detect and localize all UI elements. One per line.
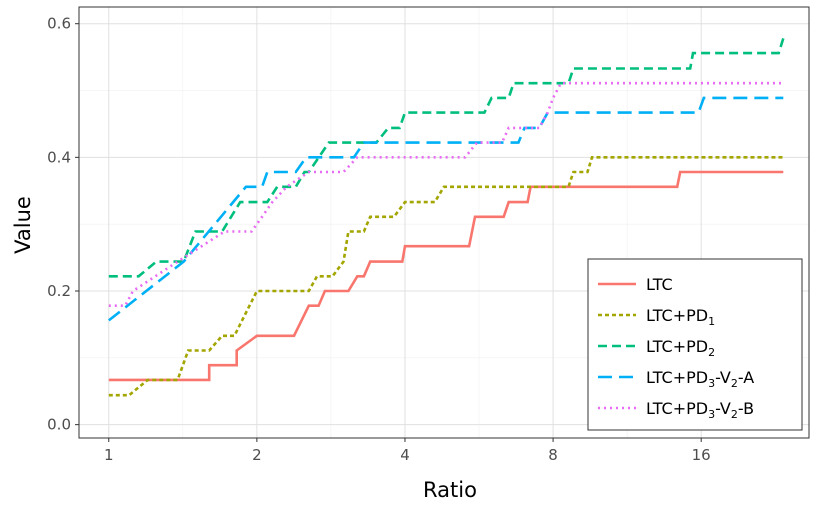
x-tick-label: 16 <box>692 446 711 464</box>
series-line-5 <box>108 81 784 307</box>
legend-label: LTC+PD3-V2-B <box>646 399 754 421</box>
series-line-2 <box>108 156 784 397</box>
y-tick-label: 0.6 <box>47 15 71 33</box>
y-axis-title: Value <box>11 196 35 254</box>
y-tick-label: 0.0 <box>47 416 71 434</box>
y-tick-label: 0.4 <box>47 148 71 166</box>
x-tick-label: 8 <box>548 446 558 464</box>
x-tick-label: 4 <box>400 446 410 464</box>
legend-box <box>587 258 803 431</box>
series-line-1 <box>108 170 784 382</box>
legend-label: LTC+PD3-V2-A <box>646 368 754 390</box>
x-tick-label: 1 <box>104 446 114 464</box>
x-axis: 1 2 4 8 16 <box>104 438 711 464</box>
plot-border <box>78 6 810 439</box>
legend-label: LTC+PD1 <box>646 306 715 328</box>
series-line-4 <box>107 96 784 322</box>
y-axis: 0.0 0.2 0.4 0.6 <box>47 15 79 434</box>
legend-label: LTC <box>646 275 673 294</box>
legend: LTC LTC+PD1 LTC+PD2 LTC+PD3-V2-A LTC+PD3-V2-… <box>587 258 803 431</box>
x-axis-title: Ratio <box>423 478 477 502</box>
series-layer <box>107 38 785 397</box>
x-tick-label: 2 <box>252 446 262 464</box>
y-tick-label: 0.2 <box>47 282 71 300</box>
legend-label: LTC+PD2 <box>646 337 715 359</box>
